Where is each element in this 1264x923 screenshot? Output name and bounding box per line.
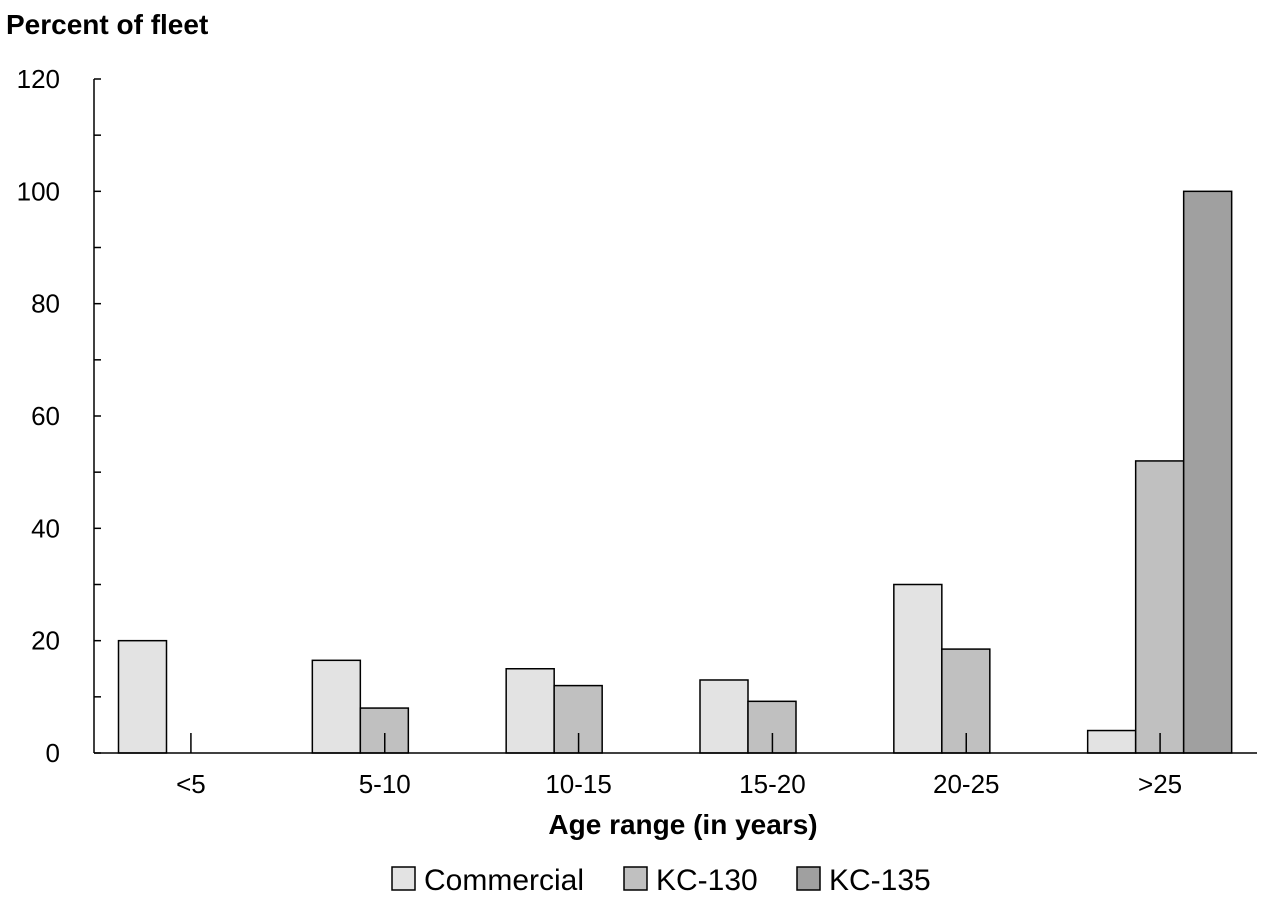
y-axis: 0 20 40 60 80 100 120 [17,64,101,768]
bars [117,190,1233,754]
legend-label: KC-135 [829,864,931,897]
x-tick-label: 5-10 [359,769,411,799]
y-axis-title: Percent of fleet [6,9,208,40]
legend: Commercial KC-130 KC-135 [391,864,931,897]
x-axis: <5 5-10 10-15 15-20 20-25 >25 [94,733,1257,799]
x-tick-label: 10-15 [545,769,612,799]
y-tick-label: 60 [31,401,60,431]
legend-label: KC-130 [656,864,758,897]
x-tick-label: <5 [176,769,206,799]
bar-commercial [311,659,362,754]
x-tick-label: 20-25 [933,769,1000,799]
y-tick-label: 40 [31,513,60,543]
legend-swatch [623,866,648,891]
bar-kc-135 [1182,190,1233,754]
bar-kc-130 [1134,460,1185,754]
x-tick-label: >25 [1138,769,1182,799]
legend-swatch [796,866,821,891]
y-tick-label: 80 [31,289,60,319]
y-tick-label: 120 [17,64,60,94]
x-tick-label: 15-20 [739,769,806,799]
bar-commercial [505,668,555,754]
legend-swatch [391,866,416,891]
bar-commercial [699,679,749,754]
x-axis-title: Age range (in years) [548,809,817,840]
legend-label: Commercial [424,864,584,897]
y-tick-label: 20 [31,626,60,656]
bar-commercial [893,583,943,754]
y-tick-label: 0 [46,738,60,768]
bar-commercial [117,639,168,754]
bar-commercial [1086,729,1137,754]
y-tick-label: 100 [17,176,60,206]
